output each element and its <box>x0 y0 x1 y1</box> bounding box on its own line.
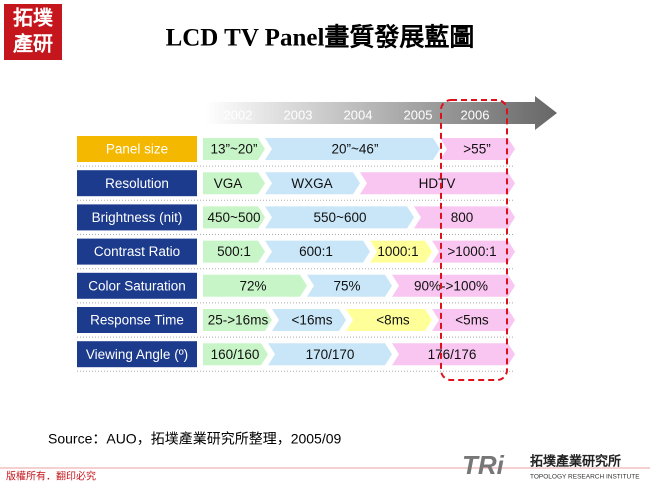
segment-arrow <box>392 274 515 297</box>
segment-label: 600:1 <box>299 244 333 259</box>
row-label-box <box>77 136 197 162</box>
year-label: 2006 <box>461 107 490 122</box>
logo-text: 拓墣 <box>13 6 54 29</box>
logo-box <box>4 4 62 60</box>
segment-arrow <box>268 343 392 366</box>
segment-label: >1000:1 <box>447 244 496 259</box>
segment-arrow <box>265 206 414 229</box>
segment-arrow <box>203 138 265 160</box>
segment-label: 25->16ms <box>208 313 269 328</box>
segment-arrow <box>265 172 360 195</box>
row-label-box <box>77 341 197 368</box>
year-label: 2004 <box>344 107 373 122</box>
title: LCD TV Panel畫質發展藍圖 <box>166 23 475 52</box>
row-label: Brightness (nit) <box>92 210 183 225</box>
segment-label: VGA <box>214 176 243 191</box>
segment-arrow <box>432 240 515 263</box>
segment-label: 90%->100% <box>414 278 488 293</box>
footer-logo-name: 拓墣產業研究所 <box>530 453 621 468</box>
segment-label: 160/160 <box>211 347 260 362</box>
row-label: Resolution <box>105 176 169 191</box>
segment-label: <5ms <box>455 313 489 328</box>
segment-arrow <box>392 343 515 366</box>
row-label-box <box>77 238 197 265</box>
segment-arrow <box>203 240 265 263</box>
segment-label: 72% <box>239 278 266 293</box>
copyright: 版權所有．翻印必究 <box>6 470 96 483</box>
segment-arrow <box>307 274 392 297</box>
row-label-box <box>77 204 197 231</box>
year-label: 2002 <box>224 107 253 122</box>
segment-arrow <box>203 343 268 366</box>
row-label: Panel size <box>106 142 168 157</box>
segment-arrow <box>440 138 515 160</box>
segment-label: 450~500 <box>208 210 261 225</box>
footer-logo-english: TOPOLOGY RESEARCH INSTITUTE <box>530 474 640 481</box>
row-label: Color Saturation <box>88 278 186 293</box>
segment-arrow <box>203 274 307 297</box>
row-label-box <box>77 307 197 333</box>
segment-label: 1000:1 <box>377 244 418 259</box>
segment-label: 500:1 <box>217 244 251 259</box>
source: Source：AUO，拓墣產業研究所整理，2005/09 <box>48 431 342 447</box>
segment-label: 170/170 <box>306 347 355 362</box>
row-label-box <box>77 170 197 197</box>
segment-arrow <box>272 309 346 331</box>
footer-logo: TRi 拓墣產業研究所 TOPOLOGY RESEARCH INSTITUTE <box>462 450 640 481</box>
year-label: 2005 <box>404 107 433 122</box>
timeline-arrow <box>205 96 557 130</box>
segment-arrow <box>265 138 440 160</box>
segment-label: 550~600 <box>314 210 367 225</box>
footer-logo-mark: TRi <box>462 450 505 480</box>
segment-arrow <box>346 309 432 331</box>
segment-arrow <box>414 206 515 229</box>
logo-text: 產研 <box>13 31 53 55</box>
row-label: Viewing Angle (º) <box>86 347 188 362</box>
row-label: Response Time <box>90 313 184 328</box>
segment-arrow <box>203 309 272 331</box>
segment-arrow <box>432 309 515 331</box>
segment-label: <8ms <box>376 313 410 328</box>
segment-label: 20”~46” <box>332 142 379 157</box>
highlight-frame <box>440 99 508 381</box>
segment-label: 13”~20” <box>211 142 258 157</box>
segment-arrow <box>360 172 515 195</box>
row-label: Contrast Ratio <box>94 244 180 259</box>
segment-label: 75% <box>333 278 360 293</box>
segment-arrow <box>203 206 265 229</box>
segment-arrow <box>370 240 432 263</box>
logo: 拓墣 產研 <box>4 4 62 60</box>
segment-arrow <box>203 172 265 195</box>
segment-label: 800 <box>451 210 474 225</box>
row-label-box <box>77 272 197 299</box>
year-label: 2003 <box>284 107 313 122</box>
segment-label: >55” <box>463 142 490 157</box>
segment-label: HDTV <box>419 176 456 191</box>
segment-label: 176/176 <box>428 347 477 362</box>
segment-arrow <box>265 240 370 263</box>
segment-label: WXGA <box>291 176 332 191</box>
segment-label: <16ms <box>292 313 333 328</box>
